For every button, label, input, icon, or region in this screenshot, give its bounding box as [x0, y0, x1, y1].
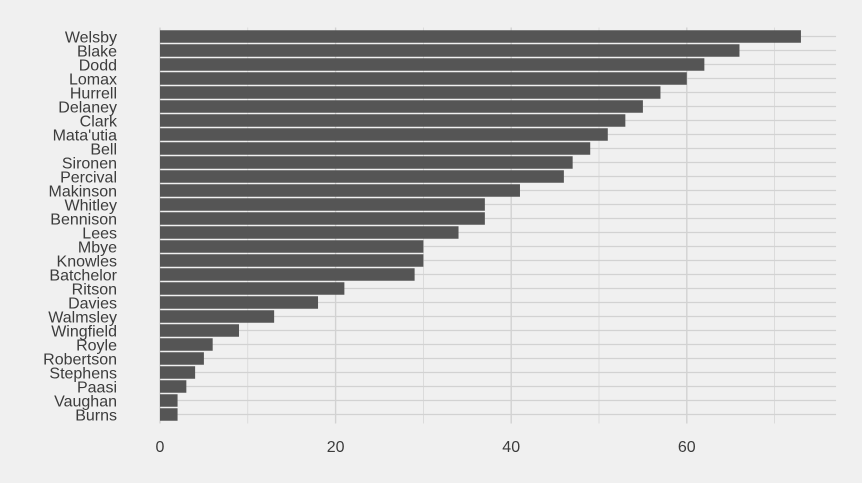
bar	[160, 226, 459, 239]
bar	[160, 254, 424, 267]
category-label: Robertson	[43, 352, 117, 369]
bar	[160, 408, 178, 421]
category-label: Dodd	[79, 58, 117, 75]
category-label: Batchelor	[49, 268, 117, 285]
bar	[160, 212, 485, 225]
category-label: Stephens	[49, 366, 117, 383]
x-tick-label: 0	[156, 439, 165, 456]
category-label: Ritson	[72, 282, 117, 299]
bar	[160, 128, 608, 141]
bar	[160, 44, 740, 57]
category-label: Paasi	[77, 380, 117, 397]
bar	[160, 240, 424, 253]
bar	[160, 282, 345, 295]
bar	[160, 58, 705, 71]
category-label: Delaney	[58, 100, 117, 117]
category-label: Percival	[60, 170, 117, 187]
category-label: Whitley	[65, 198, 117, 215]
bar	[160, 296, 319, 309]
bar	[160, 72, 687, 85]
category-label: Clark	[80, 114, 118, 131]
category-label: Bell	[90, 142, 117, 159]
category-label: Lomax	[69, 72, 117, 89]
category-label: Wingfield	[51, 324, 117, 341]
bar	[160, 156, 573, 169]
category-label: Walmsley	[48, 310, 117, 327]
x-tick-label: 20	[327, 439, 345, 456]
bar	[160, 100, 643, 113]
category-label: Welsby	[65, 30, 117, 47]
bars-layer	[160, 30, 801, 421]
bar	[160, 366, 196, 379]
category-label: Sironen	[62, 156, 117, 173]
bar	[160, 30, 801, 43]
x-tick-labels: 0 20 40 60	[156, 439, 696, 456]
bar	[160, 86, 661, 99]
bar	[160, 338, 213, 351]
x-tick-label: 60	[678, 439, 696, 456]
category-label: Blake	[77, 44, 117, 61]
category-label: Knowles	[57, 254, 117, 271]
category-label: Davies	[68, 296, 117, 313]
category-labels: WelsbyBlakeDoddLomaxHurrellDelaneyClarkM…	[43, 30, 118, 425]
bar	[160, 114, 626, 127]
category-label: Mbye	[78, 240, 117, 257]
x-tick-label: 40	[502, 439, 520, 456]
category-label: Hurrell	[70, 86, 117, 103]
bar	[160, 170, 564, 183]
bar	[160, 198, 485, 211]
bar	[160, 352, 204, 365]
bar	[160, 268, 415, 281]
category-label: Burns	[75, 408, 117, 425]
bar	[160, 142, 591, 155]
category-label: Makinson	[49, 184, 117, 201]
category-label: Vaughan	[54, 394, 117, 411]
category-label: Mata'utia	[53, 128, 118, 145]
bar	[160, 310, 275, 323]
category-label: Lees	[82, 226, 117, 243]
bar	[160, 394, 178, 407]
bar	[160, 380, 187, 393]
bar	[160, 324, 240, 337]
category-label: Royle	[76, 338, 117, 355]
bar	[160, 184, 520, 197]
category-label: Bennison	[50, 212, 117, 229]
